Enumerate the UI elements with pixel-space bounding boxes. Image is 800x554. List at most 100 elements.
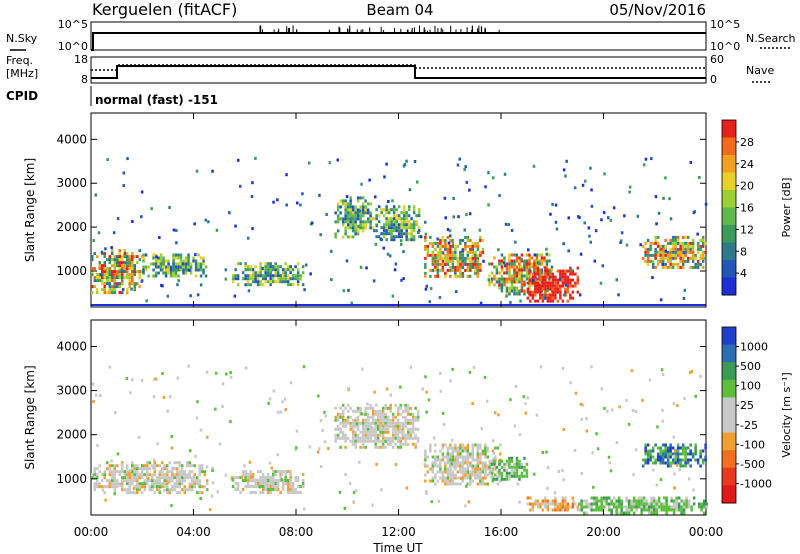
colorbar-swatch — [722, 190, 736, 208]
colorbar-tick-label: -1000 — [740, 477, 772, 490]
freq-tick-lo: 8 — [81, 73, 88, 86]
cpid-value: normal (fast) -151 — [95, 93, 218, 107]
y-tick-label: 1000 — [56, 264, 87, 278]
echo-region — [488, 456, 529, 481]
nave-label: Nave — [746, 64, 774, 77]
colorbar-swatch — [722, 327, 736, 346]
station-title: Kerguelen (fitACF) — [92, 0, 237, 19]
colorbar-swatch — [722, 379, 736, 398]
colorbar-tick-label: 100 — [740, 380, 761, 393]
colorbar-swatch — [722, 344, 736, 363]
echo-region — [334, 196, 375, 239]
colorbar-tick-label: 12 — [740, 223, 754, 236]
freq-tick-hi: 18 — [74, 53, 88, 66]
nsky-spikes — [259, 25, 500, 33]
echo-region — [91, 461, 209, 495]
x-tick-label: 00:00 — [74, 525, 109, 539]
echo-region — [424, 443, 502, 486]
nsearch-label: N.Search — [746, 32, 796, 45]
nsky-frame — [90, 21, 707, 51]
y-axis-label: Slant Range [km] — [23, 365, 37, 469]
date-title: 05/Nov/2016 — [609, 1, 706, 19]
plot-frame — [90, 319, 707, 516]
colorbar-tick-label: 8 — [740, 245, 747, 258]
sparse-echoes — [91, 364, 702, 512]
power-colorbar: 4 8 12 16 20 24 28 Power [dB] — [721, 119, 793, 296]
freq-frame — [90, 56, 707, 84]
colorbar-swatch — [722, 397, 736, 416]
colorbar-tick-label: 25 — [740, 399, 754, 412]
freq-panel: 18 8 60 0 Freq. [MHz] Nave — [6, 53, 774, 86]
x-tick-label: 16:00 — [484, 525, 519, 539]
colorbar-tick-label: 500 — [740, 360, 761, 373]
colorbar-swatch — [722, 120, 736, 138]
x-tick-label: 08:00 — [279, 525, 314, 539]
colorbar-tick-label: 28 — [740, 136, 754, 149]
echo-region — [641, 443, 707, 468]
colorbar-swatch — [722, 362, 736, 381]
colorbar-swatch — [722, 415, 736, 434]
colorbar-swatch — [722, 450, 736, 469]
nave-tick-hi: 60 — [710, 53, 724, 66]
x-tick-label: 00:00 — [689, 525, 724, 539]
velocity-panel: 1000 2000 3000 4000 Slant Range [km] — [23, 319, 708, 516]
colorbar-swatch — [722, 432, 736, 451]
x-tick-label: 20:00 — [586, 525, 621, 539]
x-tick-label: 04:00 — [176, 525, 211, 539]
nave-tick-lo: 0 — [710, 73, 717, 86]
colorbar-swatch — [722, 485, 736, 504]
colorbar-swatch — [722, 260, 736, 278]
y-tick-label: 3000 — [56, 176, 87, 190]
freq-label-2: [MHz] — [6, 67, 38, 80]
colorbar-label: Power [dB] — [780, 178, 793, 238]
colorbar-swatch — [722, 242, 736, 261]
colorbar-swatch — [722, 225, 736, 243]
echo-region — [577, 496, 708, 515]
power-panel: 1000 2000 3000 4000 Slant Range [km] — [23, 112, 708, 308]
nsearch-tick-hi: 10^5 — [710, 18, 740, 31]
colorbar-tick-label: 16 — [740, 202, 754, 215]
echo-region — [424, 235, 485, 278]
echo-region — [334, 403, 420, 449]
y-tick-label: 4000 — [56, 132, 87, 146]
colorbar-swatch — [722, 277, 736, 296]
nsearch-tick-lo: 10^0 — [710, 40, 740, 53]
nsky-panel: 10^5 10^0 10^5 10^0 N.Sky N.Search — [6, 18, 796, 53]
echo-region — [372, 205, 421, 242]
x-tick-label: 12:00 — [381, 525, 416, 539]
colorbar-swatch — [722, 207, 736, 226]
beam-title: Beam 04 — [366, 1, 433, 19]
x-axis-title: Time UT — [372, 541, 423, 554]
cpid-label: CPID — [6, 89, 38, 103]
echo-region — [526, 496, 580, 512]
colorbar-frame — [721, 326, 737, 504]
colorbar-tick-label: 20 — [740, 180, 754, 193]
colorbar-tick-label: 1000 — [740, 341, 768, 354]
nsky-tick-hi: 10^5 — [58, 18, 88, 31]
colorbar-tick-label: 4 — [740, 267, 747, 280]
colorbar-tick-label: 24 — [740, 158, 754, 171]
y-tick-label: 1000 — [56, 472, 87, 486]
colorbar-swatch — [722, 467, 736, 486]
nsky-trace — [91, 32, 706, 51]
y-axis-label: Slant Range [km] — [23, 158, 37, 262]
colorbar-tick-label: -500 — [740, 458, 765, 471]
time-axis: 00:00 04:00 08:00 12:00 16:00 20:00 00:00 — [74, 113, 724, 539]
colorbar-tick-label: -25 — [740, 419, 758, 432]
freq-trace — [91, 65, 706, 79]
y-tick-label: 2000 — [56, 428, 87, 442]
colorbar-label: Velocity [m s⁻¹] — [780, 372, 793, 457]
plot-frame — [90, 112, 707, 308]
nave-trace — [91, 64, 706, 71]
nsky-tick-lo: 10^0 — [58, 40, 88, 53]
colorbar-tick-label: -100 — [740, 438, 765, 451]
y-tick-label: 3000 — [56, 384, 87, 398]
y-tick-label: 2000 — [56, 220, 87, 234]
nsky-label: N.Sky — [6, 32, 38, 45]
velocity-colorbar: 1000 500 100 25 -25 -100 -500 -1000 Velocity [m … — [721, 326, 793, 504]
y-tick-label: 4000 — [56, 339, 87, 353]
sparse-echoes — [92, 156, 708, 305]
freq-label-1: Freq. — [6, 54, 33, 67]
colorbar-swatch — [722, 155, 736, 173]
